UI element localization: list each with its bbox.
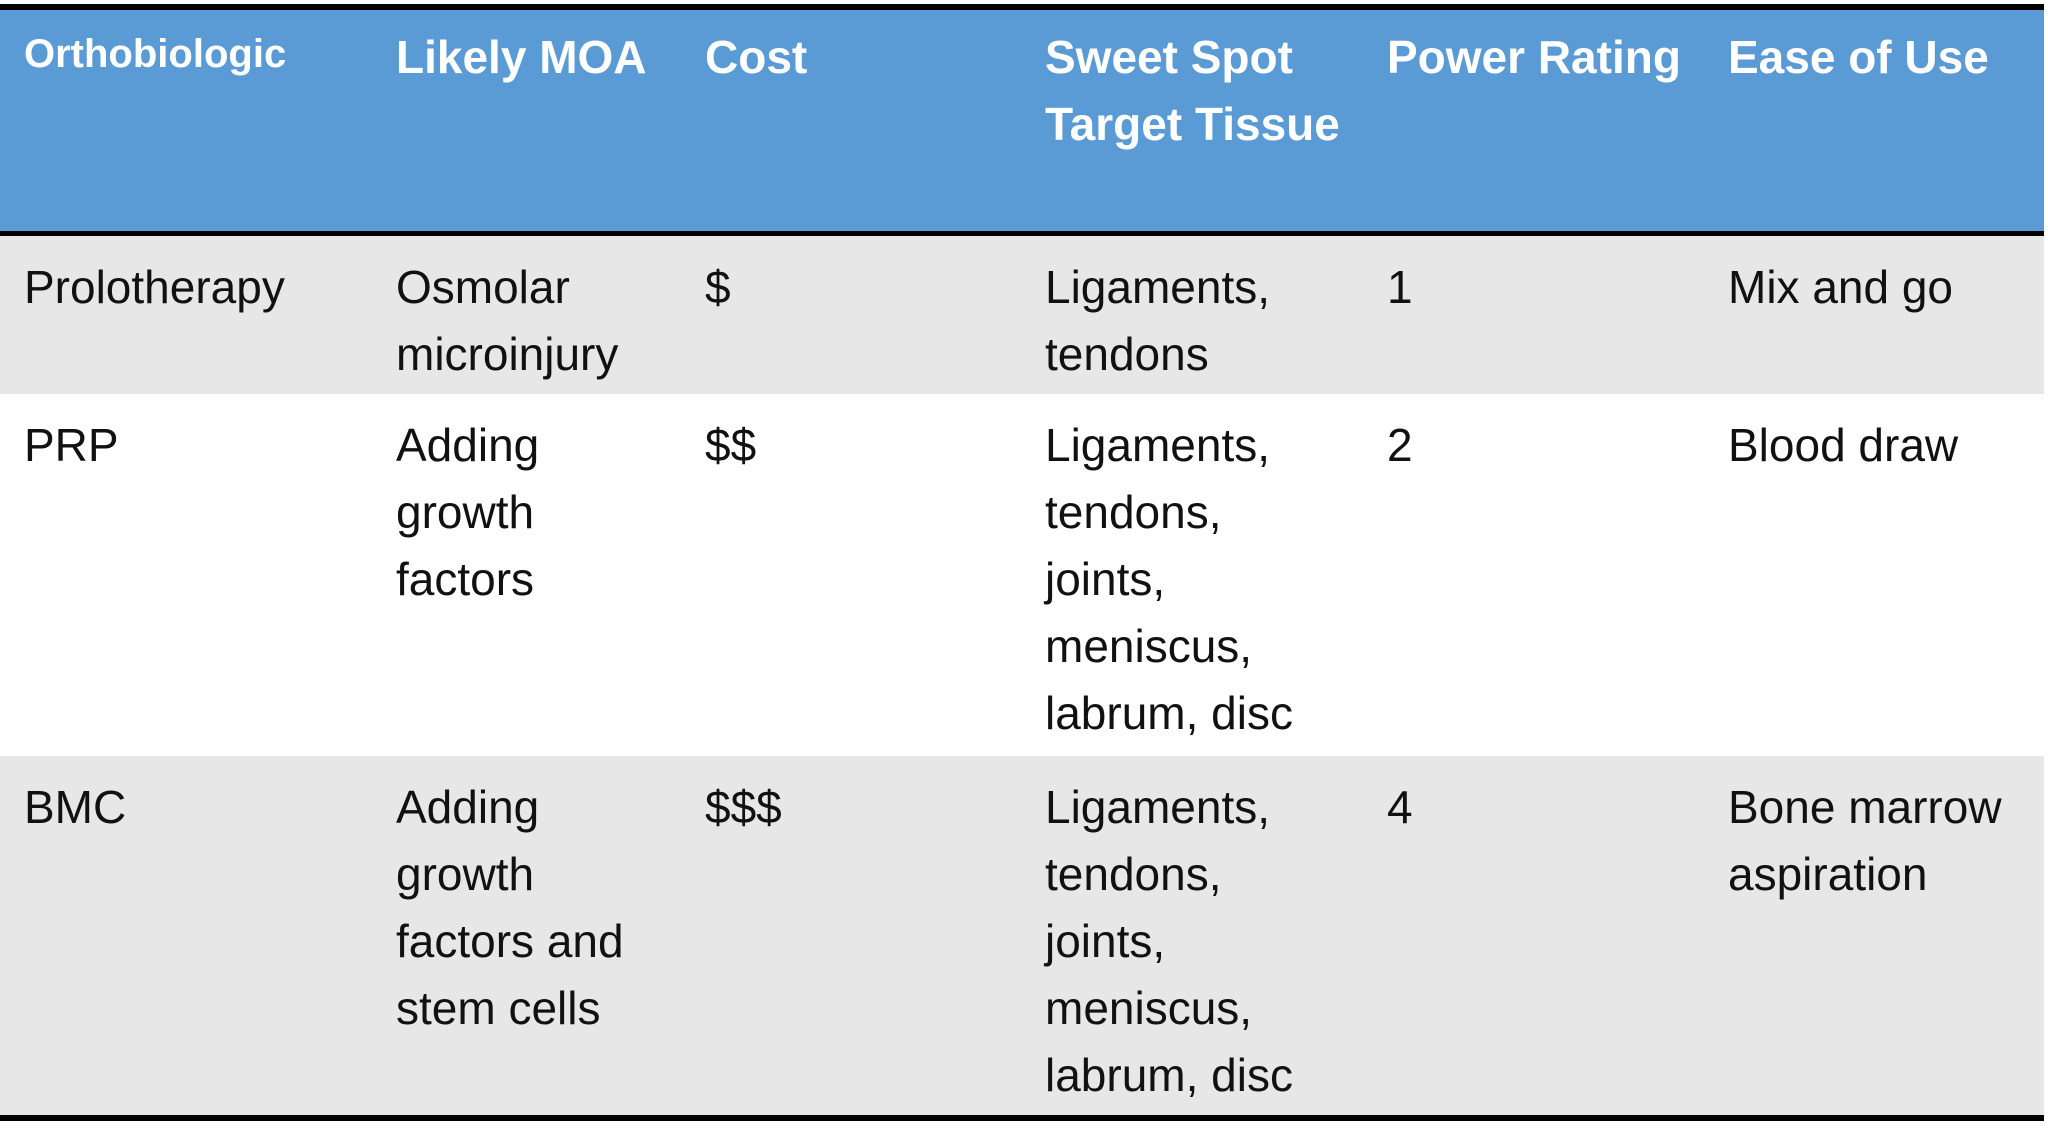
table-row: Prolotherapy Osmolar microinjury $ Ligament…: [0, 233, 2044, 394]
header-cell: Ease of Use: [1704, 7, 2044, 236]
table-cell: Adding growth factors and stem cells: [372, 756, 681, 1118]
comparison-table: Orthobiologic Likely MOA Cost Sweet Spot Ta…: [0, 4, 2044, 1121]
table-cell: Ligaments, tendons: [1021, 233, 1363, 394]
table-cell: Osmolar microinjury: [372, 233, 681, 394]
table-cell: 2: [1363, 394, 1704, 756]
header-cell: Likely MOA: [372, 7, 681, 236]
table-cell: Adding growth factors: [372, 394, 681, 756]
table-row: PRP Adding growth factors $$ Ligaments, ten…: [0, 394, 2044, 756]
table-cell: $$: [681, 394, 1021, 756]
header-cell: Cost: [681, 7, 1021, 236]
table-cell: 1: [1363, 233, 1704, 394]
table-cell: $: [681, 233, 1021, 394]
header-cell: Power Rating: [1363, 7, 1704, 236]
header-cell: Sweet Spot Target Tissue: [1021, 7, 1363, 236]
table-cell: BMC: [0, 756, 372, 1118]
table-cell: Ligaments, tendons, joints, meniscus, la…: [1021, 756, 1363, 1118]
table-cell: Prolotherapy: [0, 233, 372, 394]
header-row: Orthobiologic Likely MOA Cost Sweet Spot Ta…: [0, 7, 2044, 236]
table-cell: Mix and go: [1704, 233, 2044, 394]
header-cell: Orthobiologic: [0, 7, 372, 236]
table-cell: $$$: [681, 756, 1021, 1118]
table-cell: PRP: [0, 394, 372, 756]
table-cell: Blood draw: [1704, 394, 2044, 756]
table-cell: Bone marrow aspiration: [1704, 756, 2044, 1118]
table-cell: 4: [1363, 756, 1704, 1118]
table-cell: Ligaments, tendons, joints, meniscus, la…: [1021, 394, 1363, 756]
table-row: BMC Adding growth factors and stem cells $…: [0, 756, 2044, 1118]
